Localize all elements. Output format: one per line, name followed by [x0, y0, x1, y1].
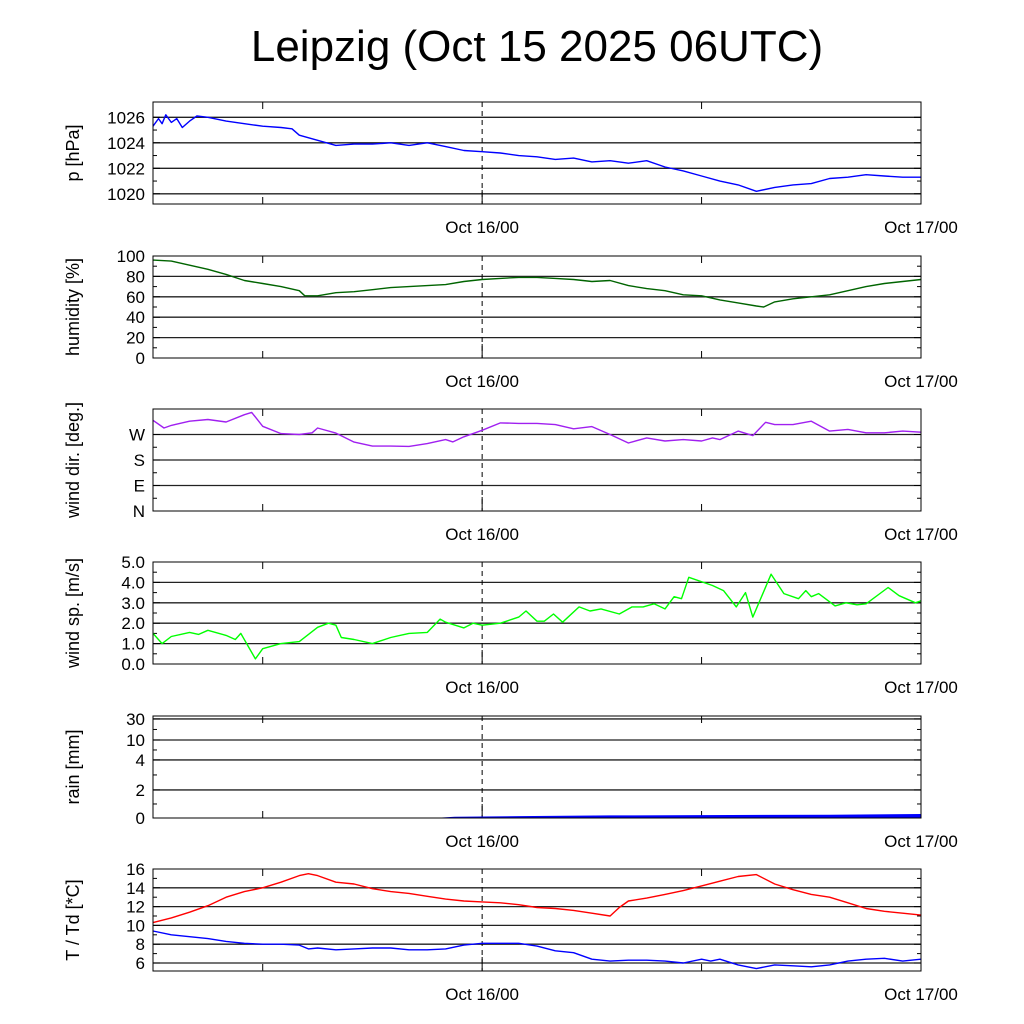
panel-p-hpa: 1020 1022 1024 1026 Oct 16/00 Oct 17/00 p [hPa…: [63, 101, 958, 237]
y-tick-label: 8: [136, 935, 145, 954]
y-tick-label: 1022: [107, 159, 145, 178]
y-tick-label: 1026: [107, 108, 145, 127]
chart-title: Leipzig (Oct 15 2025 06UTC): [250, 22, 824, 71]
y-tick-label: 5.0: [121, 553, 145, 572]
panel-wind-sp-m-s: 0.01.0 2.03.0 4.05.0 Oct 16/00 Oct 17/00 wind…: [63, 553, 958, 697]
y-tick-label: 2: [136, 781, 145, 800]
y-tick-label: 4.0: [121, 573, 145, 592]
x-tick-label: Oct 16/00: [445, 525, 519, 544]
panel-frame: [152, 868, 922, 972]
y-axis-title: T / Td [*C]: [63, 879, 83, 960]
panel-frame: [152, 561, 922, 665]
x-tick-label: Oct 17/00: [884, 985, 958, 1004]
x-tick-label: Oct 17/00: [884, 525, 958, 544]
panel-frame: [152, 101, 922, 205]
x-tick-label: Oct 16/00: [445, 678, 519, 697]
y-tick-label: 10: [126, 731, 145, 750]
y-tick-label: 12: [126, 898, 145, 917]
panel-frame: [152, 408, 922, 512]
y-tick-label: E: [134, 477, 145, 496]
y-tick-label: 0: [136, 809, 145, 828]
series-wind-direction-line: [152, 411, 922, 448]
y-tick-label: 16: [126, 860, 145, 879]
y-tick-label: 14: [126, 879, 145, 898]
x-tick-label: Oct 16/00: [445, 372, 519, 391]
y-tick-label: 4: [136, 751, 145, 770]
y-tick-label: S: [134, 451, 145, 470]
series-td-line: [152, 930, 922, 970]
panel-frame: [152, 255, 922, 359]
y-axis-title: humidity [%]: [63, 258, 83, 356]
series-accumulated-rain-area: [153, 813, 922, 819]
x-tick-label: Oct 16/00: [445, 985, 519, 1004]
y-axis-title: wind dir. [deg.]: [63, 402, 83, 519]
y-tick-label: 10: [126, 916, 145, 935]
x-tick-label: Oct 17/00: [884, 832, 958, 851]
y-axis-title: rain [mm]: [63, 729, 83, 804]
x-tick-label: Oct 16/00: [445, 218, 519, 237]
y-tick-label: 40: [126, 308, 145, 327]
panel-rain-mm: 0 2 410 30 Oct 16/00 Oct 17/00 rain [mm]: [63, 710, 958, 851]
x-tick-label: Oct 16/00: [445, 832, 519, 851]
x-tick-label: Oct 17/00: [884, 678, 958, 697]
y-tick-label: 20: [126, 329, 145, 348]
series-humidity-line: [152, 259, 922, 308]
y-axis-title: p [hPa]: [63, 124, 83, 181]
panel-frame: [152, 715, 922, 819]
x-tick-label: Oct 17/00: [884, 372, 958, 391]
y-tick-label: 1.0: [121, 635, 145, 654]
y-tick-label: 0.0: [121, 655, 145, 674]
y-tick-label: W: [129, 426, 145, 445]
series-wind-speed-line: [152, 573, 922, 660]
y-tick-label: 6: [136, 954, 145, 973]
y-tick-label: 30: [126, 710, 145, 729]
x-tick-label: Oct 17/00: [884, 218, 958, 237]
y-tick-label: 100: [117, 247, 145, 266]
y-tick-label: 0: [136, 349, 145, 368]
y-tick-label: 1024: [107, 134, 145, 153]
y-tick-label: 60: [126, 288, 145, 307]
y-tick-label: 3.0: [121, 594, 145, 613]
y-tick-label: N: [133, 502, 145, 521]
series-pressure-line: [152, 114, 921, 193]
y-tick-label: 1020: [107, 185, 145, 204]
series-t-line: [152, 873, 922, 924]
y-tick-label: 80: [126, 267, 145, 286]
y-tick-label: 2.0: [121, 614, 145, 633]
y-axis-title: wind sp. [m/s]: [63, 558, 83, 669]
